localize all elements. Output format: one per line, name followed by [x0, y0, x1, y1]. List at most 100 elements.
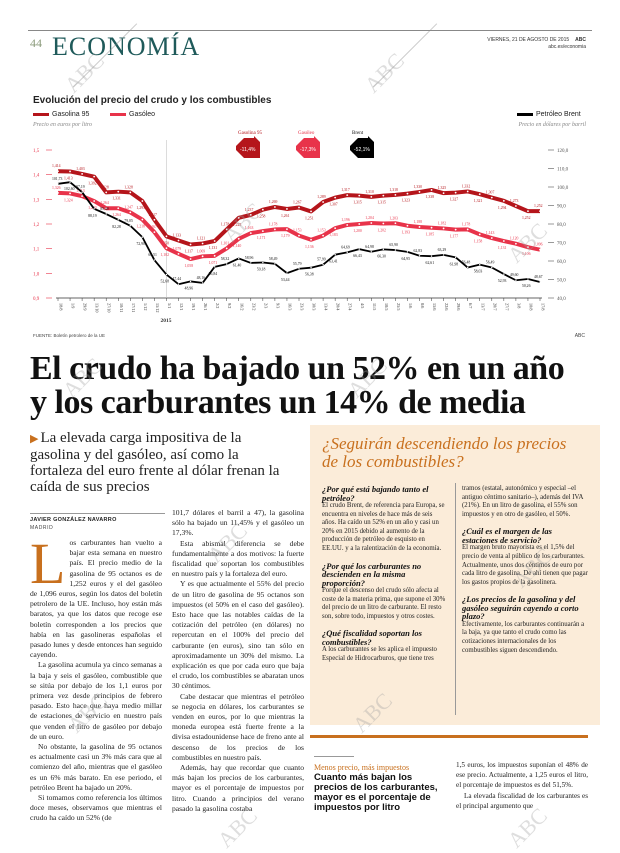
svg-text:0,9: 0,9 [33, 297, 40, 302]
svg-text:101,73: 101,73 [52, 177, 63, 182]
svg-text:1,096: 1,096 [534, 243, 543, 248]
svg-text:47,44: 47,44 [173, 277, 182, 282]
svg-text:49,60: 49,60 [510, 273, 519, 278]
svg-text:1,324: 1,324 [64, 198, 73, 203]
svg-text:9/3: 9/3 [275, 303, 280, 308]
svg-text:58,96: 58,96 [245, 256, 254, 261]
svg-text:16/3: 16/3 [287, 303, 292, 310]
svg-text:18/5: 18/5 [384, 303, 389, 310]
svg-text:1,325: 1,325 [438, 186, 447, 191]
paragraph: Esta abismal diferencia se debe fundamen… [172, 538, 304, 579]
svg-text:53,44: 53,44 [281, 278, 290, 283]
svg-text:1,251: 1,251 [305, 216, 314, 221]
svg-text:-52,1%: -52,1% [354, 147, 370, 153]
svg-text:2/2: 2/2 [215, 303, 220, 308]
faq-question: ¿Qué fiscalidad soportan los combustible… [322, 628, 422, 647]
svg-text:1,185: 1,185 [426, 233, 435, 238]
svg-text:1,317: 1,317 [341, 188, 350, 193]
svg-text:1,327: 1,327 [450, 198, 459, 203]
brand: ABC [575, 37, 586, 43]
svg-text:56,84: 56,84 [209, 272, 218, 277]
sidebar-headline: Cuanto más bajan los precios de los carb… [314, 772, 438, 813]
svg-text:1,218: 1,218 [136, 225, 145, 230]
svg-text:Gasóleo: Gasóleo [298, 131, 315, 136]
svg-text:1,153: 1,153 [317, 229, 326, 234]
legend-gasoleo: Gasóleo [110, 111, 155, 118]
svg-text:1,079: 1,079 [173, 247, 182, 252]
svg-text:1,413: 1,413 [64, 176, 73, 181]
header-rule [28, 30, 592, 31]
svg-text:1,315: 1,315 [377, 201, 386, 206]
date: VIERNES, 21 DE AGOSTO DE 2015 [487, 37, 570, 43]
svg-text:1,217: 1,217 [148, 213, 157, 218]
svg-text:13/10: 13/10 [95, 303, 100, 313]
svg-text:10/11: 10/11 [119, 303, 124, 312]
paragraph: 1,5 euros, los impuestos suponían el 48%… [456, 761, 588, 790]
svg-text:102,60: 102,60 [64, 187, 75, 192]
svg-text:1,326: 1,326 [52, 186, 61, 191]
svg-text:1,178: 1,178 [221, 222, 230, 227]
svg-text:13/4: 13/4 [324, 303, 329, 311]
faq-answer: Porque el descenso del crudo sólo afecta… [322, 587, 446, 620]
svg-text:1,264: 1,264 [100, 201, 109, 206]
svg-text:1,069: 1,069 [197, 249, 206, 254]
svg-text:Gasolina 95: Gasolina 95 [238, 131, 263, 136]
svg-text:1,2: 1,2 [33, 223, 40, 228]
svg-text:1/9: 1/9 [71, 303, 76, 308]
svg-text:1,293: 1,293 [88, 206, 97, 211]
faq-answer-cont: tramos (estatal, autonómico y especial –… [462, 485, 584, 518]
svg-text:1,321: 1,321 [474, 199, 483, 204]
svg-text:97,19: 97,19 [76, 185, 85, 190]
dateline-city: MADRID [30, 525, 54, 531]
legend-label: Petróleo Brent [536, 111, 581, 118]
svg-text:1,121: 1,121 [197, 236, 206, 241]
svg-text:1,3: 1,3 [33, 198, 40, 203]
svg-text:57,99: 57,99 [317, 258, 326, 263]
svg-text:19/1: 19/1 [191, 303, 196, 310]
svg-text:60,51: 60,51 [148, 253, 157, 258]
svg-text:1,328: 1,328 [124, 185, 133, 190]
svg-text:110,0: 110,0 [557, 168, 569, 173]
body-column-1: L os carburantes han vuelto a bajar esta… [30, 531, 162, 824]
chart-title: Evolución del precio del crudo y los com… [33, 95, 272, 106]
svg-text:1,167: 1,167 [148, 225, 157, 230]
svg-text:1,193: 1,193 [401, 231, 410, 236]
svg-text:1,0: 1,0 [33, 272, 40, 277]
svg-text:62,83: 62,83 [414, 249, 423, 254]
faq-bottom-rule [310, 735, 588, 738]
svg-text:58,32: 58,32 [221, 257, 230, 262]
body-column-2: 101,7 dólares el barril a 47), la gasoli… [172, 508, 304, 814]
paragraph: No obstante, la gasolina de 95 octanos e… [30, 742, 162, 792]
svg-text:17/8: 17/8 [541, 303, 546, 310]
svg-text:1,143: 1,143 [486, 231, 495, 236]
svg-text:6/7: 6/7 [468, 303, 473, 308]
headline-line-1: El crudo ha bajado un 52% en un año [30, 350, 565, 387]
deck-text: La elevada carga impositiva de la gasoli… [30, 430, 280, 495]
svg-text:52,93: 52,93 [498, 279, 507, 284]
svg-text:Brent: Brent [352, 131, 364, 136]
svg-text:100,0: 100,0 [557, 186, 569, 191]
svg-text:1/6: 1/6 [408, 303, 413, 308]
triangle-bullet-icon: ▶ [30, 433, 39, 445]
svg-text:23/3: 23/3 [300, 303, 305, 310]
svg-text:3/8: 3/8 [516, 303, 521, 308]
svg-text:1,183: 1,183 [329, 233, 338, 238]
svg-text:10/8: 10/8 [528, 303, 533, 310]
svg-text:1,225: 1,225 [233, 223, 242, 228]
svg-text:60,0: 60,0 [557, 260, 566, 265]
drop-cap: L [30, 531, 66, 596]
paragraph: os carburantes han vuelto a bajar esta s… [30, 538, 162, 660]
svg-text:64,69: 64,69 [341, 245, 350, 250]
svg-text:27/4: 27/4 [348, 303, 353, 311]
legend-swatch [110, 113, 126, 116]
svg-text:1,171: 1,171 [257, 236, 266, 241]
section-url: abc.es/economia [548, 44, 586, 50]
svg-text:23/2: 23/2 [251, 303, 256, 310]
svg-text:1,102: 1,102 [160, 253, 169, 258]
svg-text:120,0: 120,0 [557, 149, 569, 154]
legend-swatch [517, 113, 533, 116]
watermark: ABC [359, 47, 410, 98]
svg-text:1,237: 1,237 [245, 208, 254, 213]
svg-text:1,328: 1,328 [100, 185, 109, 190]
svg-text:70,0: 70,0 [557, 242, 566, 247]
